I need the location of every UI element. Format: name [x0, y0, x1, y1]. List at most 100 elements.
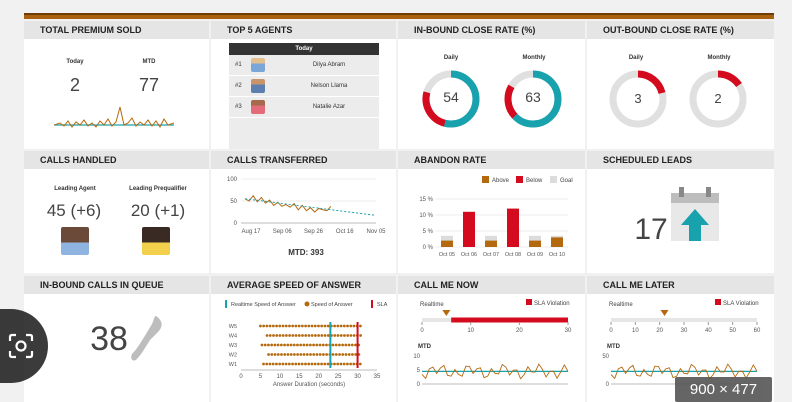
speed-point	[267, 353, 270, 356]
speed-point	[260, 343, 264, 347]
row-label: W4	[229, 334, 237, 340]
speed-point	[344, 343, 348, 347]
mtd-label: MTD	[142, 59, 156, 65]
row-label: W3	[229, 343, 237, 349]
agent-row[interactable]: #1 Dilya Abram	[229, 55, 379, 76]
x-tick-label: Nov 05	[366, 229, 386, 235]
monthly-value: 63	[525, 89, 541, 105]
speed-point	[359, 334, 362, 337]
speed-point	[297, 334, 301, 337]
avg-speed-chart: Realtime Speed of Answer Speed of Answer S…	[225, 300, 388, 388]
speed-point	[349, 362, 353, 366]
daily-donut	[422, 70, 480, 128]
speed-point	[297, 324, 301, 328]
monthly-donut	[504, 70, 562, 128]
speed-point	[265, 324, 269, 328]
speed-point	[271, 362, 275, 366]
speed-point	[265, 362, 269, 366]
speed-point	[280, 353, 283, 356]
speed-point	[326, 362, 330, 366]
speed-point	[347, 343, 351, 347]
speed-point	[333, 362, 336, 366]
panel-inbound-close: IN-BOUND CLOSE RATE (%) Daily Monthly 54…	[398, 21, 585, 149]
speed-point	[350, 343, 354, 347]
speed-point	[347, 353, 351, 356]
speed-point	[286, 343, 290, 347]
speed-point	[284, 362, 288, 366]
speed-point	[313, 362, 317, 366]
y-tick-label: 0	[234, 221, 238, 227]
speed-point	[315, 353, 319, 356]
panel-calls-transferred: CALLS TRANSFERRED 100 50 0 Aug 17 Sep 06 Sep …	[211, 151, 396, 273]
close-rate-arc	[504, 70, 562, 128]
speed-point	[318, 353, 322, 356]
speed-point	[283, 353, 287, 356]
speed-point	[268, 334, 272, 337]
panel-calls-handled: CALLS HANDLED Leading Agent Leading Preq…	[24, 151, 209, 273]
agent-rank: #1	[235, 62, 242, 68]
speed-point	[317, 324, 320, 328]
x-tick-label: Oct 09	[527, 252, 543, 258]
speed-point	[339, 334, 343, 337]
panel-title: CALL ME NOW	[398, 276, 585, 294]
legend-label: Goal	[560, 178, 573, 184]
speed-point	[275, 324, 278, 328]
row-label: W1	[229, 362, 237, 368]
x-tick-label: 30	[354, 374, 361, 380]
speed-point	[265, 334, 269, 337]
lens-icon	[8, 333, 34, 359]
abandon-bar	[529, 240, 541, 247]
panel-title: IN-BOUND CLOSE RATE (%)	[398, 21, 585, 39]
speed-point	[281, 324, 285, 328]
premium-sparkline	[54, 106, 174, 128]
x-tick-label: 15	[296, 374, 303, 380]
speed-point	[323, 362, 327, 366]
speed-point	[270, 343, 274, 347]
speed-point	[331, 343, 335, 347]
speed-point	[278, 362, 282, 366]
agents-table: Today #1 Dilya Abram #2 Nelson Llama #3 …	[229, 43, 379, 149]
speed-point	[343, 334, 346, 337]
agent-name: Dilya Abram	[312, 62, 346, 68]
speed-point	[312, 343, 315, 347]
realtime-marker	[660, 310, 669, 316]
daily-label: Daily	[443, 55, 459, 61]
speed-point	[344, 353, 348, 356]
speed-point	[291, 362, 294, 366]
agent-row[interactable]: #2 Nelson Llama	[229, 76, 379, 97]
legend-label: Speed of Answer	[311, 302, 353, 308]
speed-point	[296, 353, 300, 356]
abandon-rate-chart: Above Below Goal 15 % 10 % 5 % 0 % Oct 05 Oct 06…	[419, 176, 573, 258]
agents-table-header: Today	[229, 43, 379, 55]
close-rate-arc	[422, 70, 480, 128]
speed-point	[341, 353, 345, 356]
speed-point	[281, 334, 285, 337]
legend-swatch	[304, 301, 310, 307]
accent-bar	[24, 13, 774, 19]
agent-avatar	[61, 227, 89, 255]
speed-point	[297, 362, 301, 366]
speed-point	[352, 362, 356, 366]
y-tick-label: 10	[413, 354, 420, 360]
speed-point	[286, 353, 290, 356]
agent-rank: #2	[235, 83, 242, 89]
avatar	[251, 79, 265, 93]
agent-row[interactable]: #3 Natalie Azar	[229, 97, 379, 118]
mtd-label: MTD	[607, 344, 621, 350]
monthly-label: Monthly	[522, 55, 546, 61]
speed-point	[289, 353, 293, 356]
leading-prequalifier-label: Leading Prequalifier	[129, 186, 187, 192]
speed-point	[307, 324, 311, 328]
accent-bar-edge	[24, 13, 774, 15]
speed-point	[342, 324, 346, 328]
speed-point	[321, 343, 325, 347]
x-tick-label: 20	[656, 328, 663, 334]
speed-point	[304, 362, 307, 366]
x-tick-label: Oct 06	[461, 252, 477, 258]
speed-point	[273, 343, 277, 347]
y-tick-label: 0	[417, 382, 421, 388]
timeline-track	[611, 318, 757, 322]
trend-line	[244, 198, 375, 216]
y-tick-label: 50	[230, 199, 237, 205]
speed-point	[304, 334, 308, 337]
